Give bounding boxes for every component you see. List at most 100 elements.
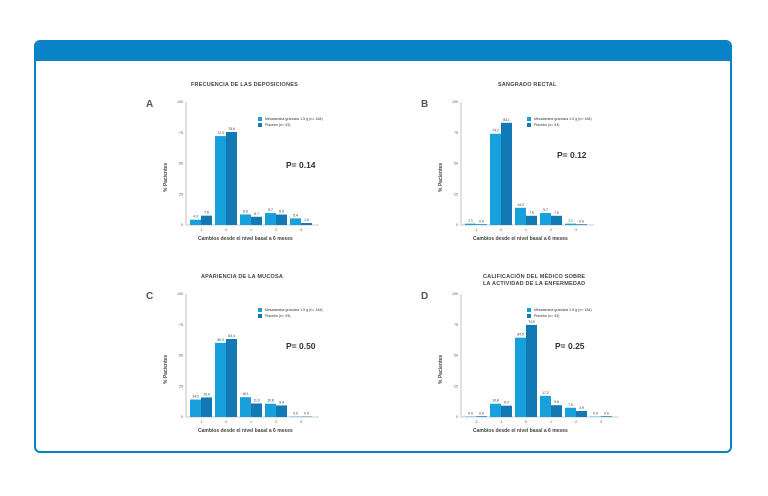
p-value: P= 0.12 [557, 150, 587, 160]
x-tick-label: -1 [499, 420, 502, 424]
y-tick-label: 0 [181, 223, 183, 227]
bar [190, 399, 201, 417]
bar [476, 416, 487, 417]
data-label: 0.6 [479, 219, 484, 223]
x-tick-label: 3 [300, 420, 302, 424]
bar-chart-b: 0 25 50 75 100 1.1 0.6 -1 74.2 83.1 0 14.0 7.5 1 9.7 7.… [452, 100, 594, 232]
x-tick-label: 1 [250, 228, 252, 232]
data-label: 9.6 [554, 400, 559, 404]
data-label: 0.0 [468, 412, 473, 416]
data-label: 6.7 [254, 212, 259, 216]
x-tick-label: -1 [199, 228, 202, 232]
legend-item: Placebo (n= 93) [527, 313, 592, 319]
x-axis-label: Cambios desde el nivel basal a 6 meses [198, 428, 293, 434]
x-tick-label: 1 [550, 420, 552, 424]
bar [551, 405, 562, 417]
x-tick-label: 2 [550, 228, 552, 232]
legend-item: Mesalamina granulos 1.5 g (n= 184) [258, 116, 323, 122]
legend-label: Mesalamina granulos 1.5 g (n= 184) [534, 117, 592, 121]
data-label: 1.1 [468, 219, 473, 223]
y-tick-label: 50 [179, 354, 183, 358]
bar [501, 405, 512, 417]
legend-item: Placebo (n= 93) [258, 122, 323, 128]
bar [251, 216, 262, 225]
data-label: 83.1 [503, 118, 510, 122]
bar [265, 213, 276, 225]
legend: Mesalamina granulos 1.5 g (n= 184) Place… [258, 307, 323, 319]
legend-item: Placebo (n= 93) [527, 122, 592, 128]
data-label: 15.9 [203, 392, 210, 396]
bar [515, 337, 526, 417]
data-label: 0.6 [579, 219, 584, 223]
legend-swatch [527, 314, 531, 318]
bar [551, 215, 562, 225]
data-label: 10.8 [267, 399, 274, 403]
data-label: 0.0 [593, 412, 598, 416]
bar [215, 342, 226, 417]
bar [501, 122, 512, 225]
bar [565, 223, 576, 225]
y-tick-label: 50 [454, 162, 458, 166]
bar [565, 407, 576, 417]
bar-chart-d: 0 25 50 75 100 0.0 0.6 -2 10.8 9.2 -1 64.5 74.9 0 17.2… [452, 292, 619, 424]
data-label: 4.3 [193, 215, 198, 219]
legend-item: Mesalamina granulos 1.5 g (n= 184) [527, 116, 592, 122]
panel-b: B SANGRADO RECTAL % Pacientes Cambios de… [421, 82, 730, 257]
bar [576, 224, 587, 225]
data-label: 64.5 [517, 333, 524, 337]
legend-label: Placebo (n= 93) [534, 123, 560, 127]
x-tick-label: -2 [474, 420, 477, 424]
data-label: 9.4 [279, 400, 284, 404]
data-label: 75.6 [228, 127, 235, 131]
legend-swatch [258, 123, 262, 127]
x-axis-label: Cambios desde el nivel basal a 6 meses [473, 236, 568, 242]
x-tick-label: 1 [525, 228, 527, 232]
x-tick-label: -1 [199, 420, 202, 424]
bar [226, 132, 237, 225]
x-tick-label: 0 [500, 228, 502, 232]
bar [276, 214, 287, 225]
y-tick-label: 75 [454, 131, 458, 135]
x-tick-label: 3 [575, 228, 577, 232]
data-label: 1.6 [304, 218, 309, 222]
legend-label: Placebo (n= 93) [534, 314, 560, 318]
x-tick-label: 2 [275, 420, 277, 424]
x-tick-label: 0 [225, 228, 227, 232]
y-tick-label: 50 [454, 354, 458, 358]
bar [226, 339, 237, 417]
x-axis-label: Cambios desde el nivel basal a 6 meses [473, 428, 568, 434]
y-tick-label: 75 [179, 131, 183, 135]
bar [215, 136, 226, 225]
panel-letter: C [146, 291, 154, 302]
bar [601, 416, 612, 417]
data-label: 0.0 [304, 412, 309, 416]
x-tick-label: 3 [600, 420, 602, 424]
panel-title: FRECUENCIA DE LAS DEPOSICIONES [191, 82, 298, 88]
data-label: 0.6 [479, 411, 484, 415]
x-tick-label: 0 [525, 420, 527, 424]
y-tick-label: 100 [177, 292, 183, 296]
figure-card: A FRECUENCIA DE LAS DEPOSICIONES % Pacie… [34, 40, 732, 453]
data-label: 4.9 [579, 406, 584, 410]
data-label: 11.0 [253, 398, 259, 402]
data-label: 16.1 [242, 392, 249, 396]
bar [526, 324, 537, 417]
data-label: 17.2 [542, 391, 549, 395]
legend-item: Mesalamina granulos 1.5 g (n= 184) [258, 307, 323, 313]
bar [301, 223, 312, 225]
legend-label: Placebo (n= 93) [265, 123, 291, 127]
y-tick-label: 0 [456, 223, 458, 227]
data-label: 74.2 [492, 129, 499, 133]
bar [240, 397, 251, 417]
data-label: 8.5 [279, 210, 284, 214]
bar [490, 133, 501, 225]
bar [526, 215, 537, 225]
data-label: 0.0 [293, 412, 298, 416]
bar [540, 213, 551, 225]
legend-label: Mesalamina granulos 1.5 g (n= 184) [265, 117, 323, 121]
x-tick-label: 2 [275, 228, 277, 232]
y-tick-label: 25 [179, 384, 183, 388]
y-tick-label: 100 [452, 100, 458, 104]
data-label: 14.0 [517, 203, 524, 207]
data-label: 7.5 [568, 403, 573, 407]
